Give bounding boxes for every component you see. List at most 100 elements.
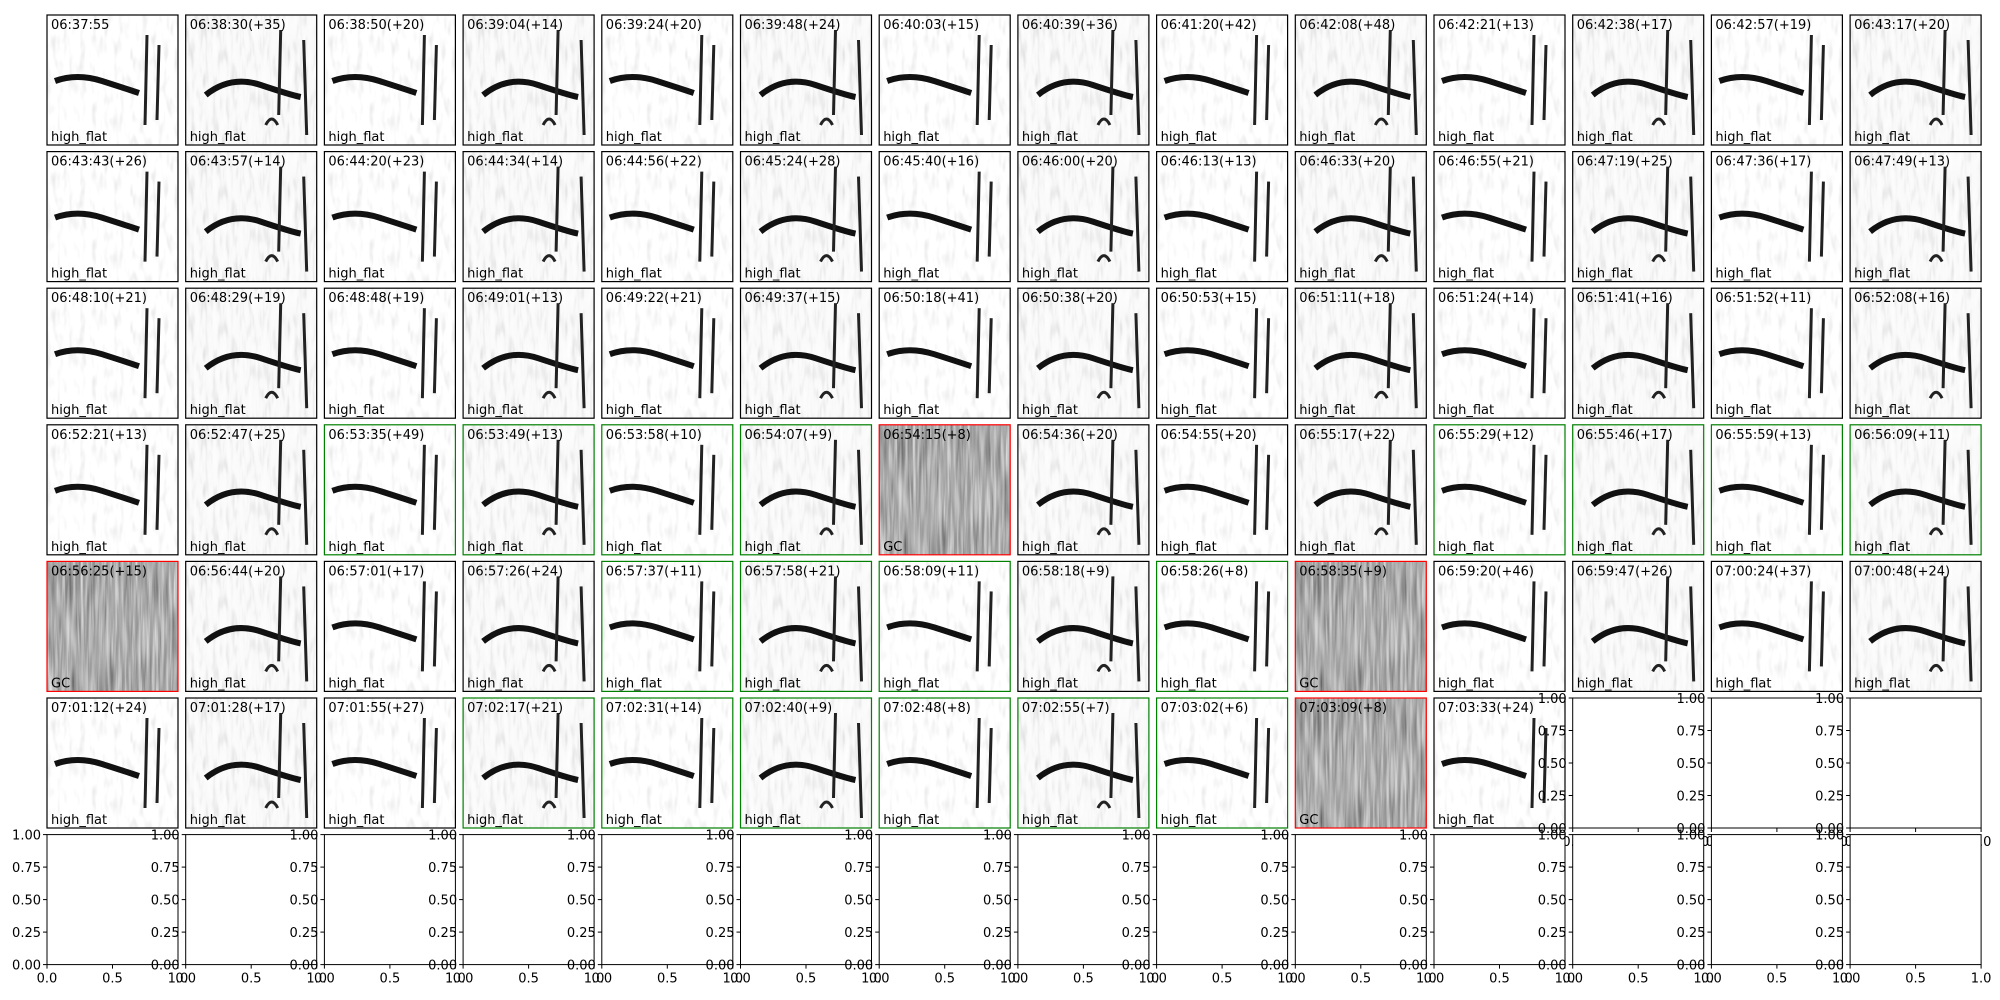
spectrogram-image <box>1295 152 1426 282</box>
x-tick-label: 0.0 <box>869 972 890 987</box>
spectrogram-image <box>1711 425 1842 555</box>
panel-frame <box>1017 697 1150 829</box>
panel-label: high_flat <box>467 267 523 282</box>
panel-time: 06:57:58(+21) <box>745 564 841 579</box>
spectrogram-image <box>47 15 178 145</box>
spectrogram-panel: 07:02:31(+14) high_flat <box>601 697 734 829</box>
y-tick-label: 0.75 <box>1399 861 1428 876</box>
spectrogram-panel: 06:58:26(+8) high_flat <box>1155 560 1289 693</box>
spectrogram-panel: 06:56:25(+15) GC <box>46 560 179 693</box>
panel-frame <box>46 151 179 283</box>
spectrogram-image <box>1295 288 1426 418</box>
spectrogram-image <box>741 561 872 691</box>
axes-frame <box>1017 834 1150 966</box>
panel-time: 06:46:33(+20) <box>1299 155 1395 170</box>
spectrogram-image <box>741 698 872 828</box>
panel-frame <box>1294 151 1427 283</box>
x-tick-label: 0.5 <box>796 972 817 987</box>
panel-time: 06:53:49(+13) <box>467 428 563 443</box>
spectrogram-panel: 07:03:02(+6) high_flat <box>1155 697 1289 829</box>
y-tick-label: 0.00 <box>1538 959 1567 974</box>
spectrogram-panel: 06:44:20(+23) high_flat <box>323 151 456 283</box>
axes-frame <box>740 834 872 966</box>
spectrogram-panel: 06:52:21(+13) high_flat <box>46 424 179 556</box>
panel-frame <box>1155 151 1289 283</box>
panel-label: high_flat <box>328 540 384 555</box>
spectrogram-panel: 06:54:15(+8) GC <box>878 424 1011 556</box>
x-tick-label: 0.5 <box>1212 972 1233 987</box>
y-tick-label: 1.00 <box>1676 692 1705 707</box>
y-tick-label: 0.25 <box>1399 926 1428 941</box>
panel-label: high_flat <box>1715 403 1771 418</box>
panel-label: high_flat <box>1854 130 1910 145</box>
x-tick-label: 0.5 <box>1073 972 1094 987</box>
panel-label: high_flat <box>328 813 384 828</box>
spectrogram-image <box>1018 561 1149 691</box>
panel-time: 07:03:33(+24) <box>1438 701 1534 716</box>
panel-frame <box>1710 14 1844 146</box>
spectrogram-panel: 07:00:48(+24) high_flat <box>1849 560 1982 693</box>
spectrogram-image <box>324 698 455 828</box>
panel-label: high_flat <box>1161 403 1217 418</box>
empty-axes: 0.000.250.500.751.000.00.51.0 <box>1676 692 1852 850</box>
panel-frame <box>462 287 595 419</box>
spectrogram-panel: 06:39:04(+14) high_flat <box>462 14 595 146</box>
panel-label: high_flat <box>883 676 939 691</box>
y-tick-label: 0.25 <box>12 926 41 941</box>
spectrogram-image <box>463 288 594 418</box>
x-tick-label: 0.0 <box>1562 972 1583 987</box>
y-tick-label: 0.00 <box>844 959 873 974</box>
y-tick-label: 0.50 <box>1538 757 1567 772</box>
panel-label: high_flat <box>467 813 523 828</box>
panel-frame <box>878 151 1011 283</box>
spectrogram-panel: 06:42:08(+48) high_flat <box>1294 14 1427 146</box>
spectrogram-panel: 06:51:52(+11) high_flat <box>1710 287 1844 419</box>
y-tick-label: 0.50 <box>1815 894 1844 909</box>
panel-time: 06:54:55(+20) <box>1161 428 1257 443</box>
panel-time: 06:58:26(+8) <box>1161 564 1249 579</box>
x-tick-label: 0.0 <box>591 972 612 987</box>
panel-frame <box>1849 424 1982 556</box>
panel-label: high_flat <box>606 540 662 555</box>
panel-frame <box>878 14 1011 146</box>
panel-label: high_flat <box>883 130 939 145</box>
panel-time: 07:01:28(+17) <box>190 701 286 716</box>
spectrogram-panel: 06:54:36(+20) high_flat <box>1017 424 1150 556</box>
panel-label: high_flat <box>606 403 662 418</box>
panel-label: high_flat <box>51 130 107 145</box>
spectrogram-image <box>1157 288 1288 418</box>
y-tick-label: 0.75 <box>1676 725 1705 740</box>
panel-frame <box>1433 287 1566 419</box>
spectrogram-panel: 06:59:47(+26) high_flat <box>1572 560 1705 693</box>
x-tick-label: 0.0 <box>1008 972 1029 987</box>
panel-time: 06:51:11(+18) <box>1299 291 1395 306</box>
panel-frame <box>1433 560 1566 693</box>
panel-label: high_flat <box>1022 267 1078 282</box>
panel-frame <box>1849 14 1982 146</box>
panel-frame <box>1155 424 1289 556</box>
panel-label: high_flat <box>1022 813 1078 828</box>
y-tick-label: 1.00 <box>1815 829 1844 844</box>
spectrogram-panel: 06:53:58(+10) high_flat <box>601 424 734 556</box>
panel-label: high_flat <box>745 540 801 555</box>
spectrogram-panel: 06:59:20(+46) high_flat <box>1433 560 1566 693</box>
panel-time: 06:53:35(+49) <box>328 428 424 443</box>
spectrogram-panel: 06:48:48(+19) high_flat <box>323 287 456 419</box>
spectrogram-image <box>879 698 1010 828</box>
y-tick-label: 0.25 <box>1122 926 1151 941</box>
x-tick-label: 0.0 <box>1840 972 1861 987</box>
y-tick-label: 0.25 <box>1676 790 1705 805</box>
panel-time: 06:56:25(+15) <box>51 564 147 579</box>
spectrogram-image <box>324 152 455 282</box>
x-tick-label: 0.5 <box>1905 972 1926 987</box>
panel-label: high_flat <box>1577 267 1633 282</box>
panel-frame <box>1017 287 1150 419</box>
panel-time: 06:44:20(+23) <box>328 155 424 170</box>
panel-time: 06:44:34(+14) <box>467 155 563 170</box>
panel-label: high_flat <box>745 813 801 828</box>
spectrogram-panel: 06:39:24(+20) high_flat <box>601 14 734 146</box>
y-tick-label: 1.00 <box>151 829 180 844</box>
